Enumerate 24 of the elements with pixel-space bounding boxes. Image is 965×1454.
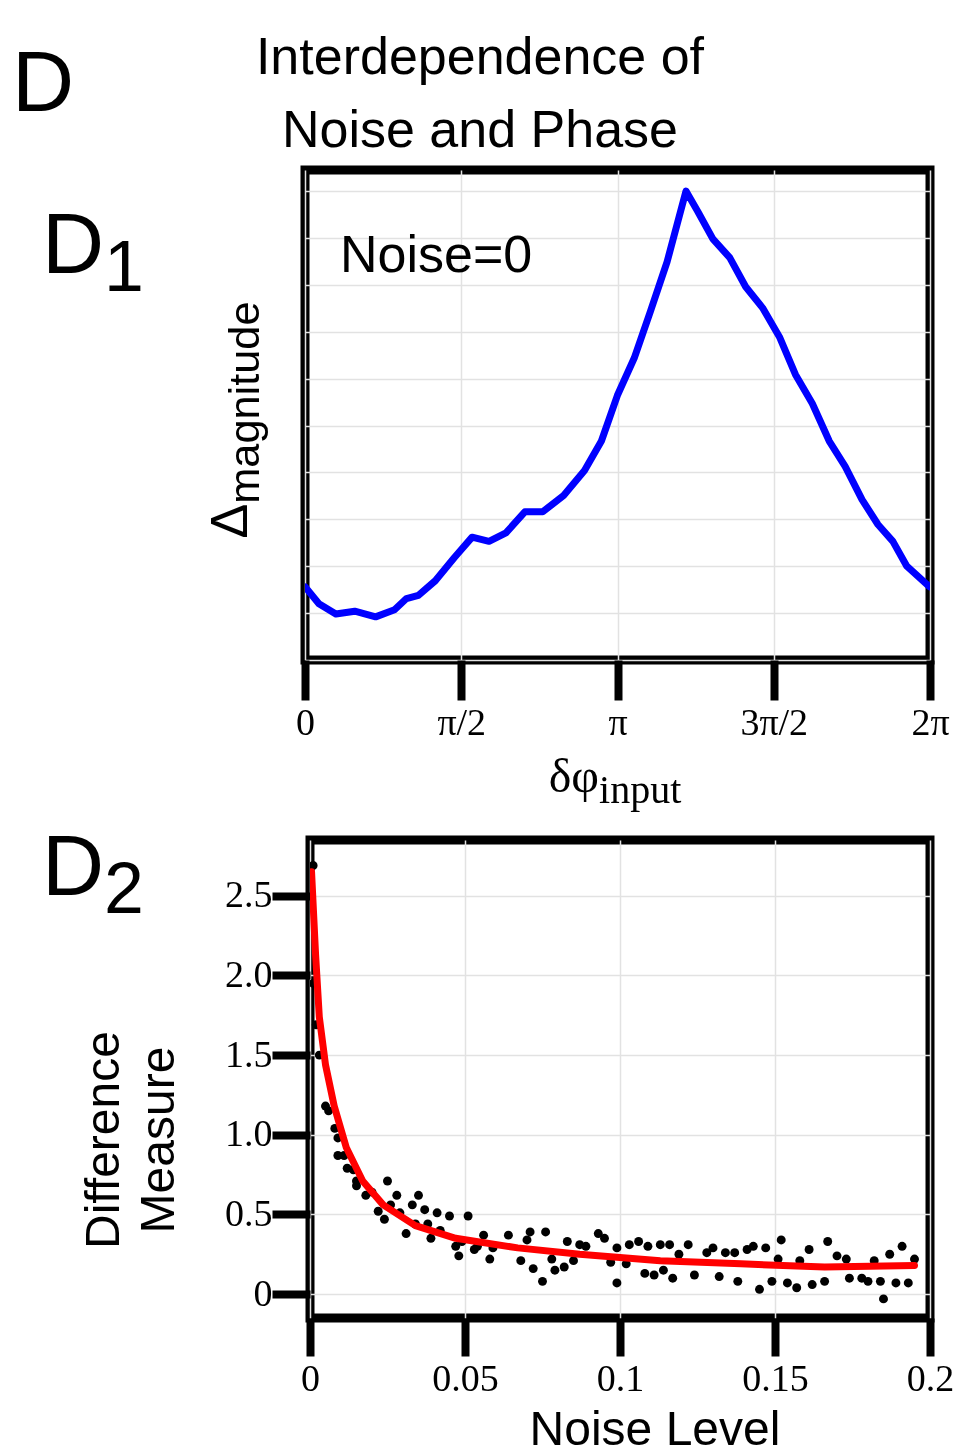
x-axis-title: δφ$_{input}$ — [548, 749, 682, 812]
y-axis-title: Difference Measure — [74, 1030, 185, 1251]
x-tick-label: 0.05 — [432, 1356, 499, 1399]
text: D — [12, 33, 75, 129]
x-axis-title: Noise Level — [529, 1402, 781, 1454]
y-tick-label: 1.5 — [225, 1032, 273, 1075]
x-tick-label: 2π — [911, 700, 950, 743]
y-tick-label: 1.0 — [225, 1112, 273, 1155]
x-tick-label: 0.1 — [596, 1356, 645, 1399]
text: D$_{1}$ — [42, 195, 144, 307]
x-tick-label: 0.2 — [906, 1356, 955, 1399]
y-tick-label: 2.0 — [225, 952, 273, 995]
annotation: Noise=0 — [340, 225, 533, 283]
x-tick-label: 0.15 — [742, 1356, 809, 1399]
y-tick-label: 2.5 — [225, 873, 273, 916]
x-tick-label: 0 — [301, 1356, 320, 1399]
x-tick-label: π — [608, 700, 628, 743]
x-tick-label: π/2 — [437, 700, 487, 743]
x-tick-label: 3π/2 — [740, 700, 809, 743]
y-tick-label: 0 — [253, 1271, 273, 1314]
x-tick-label: 0 — [296, 700, 315, 743]
chart-title: Interdependence of Noise and Phase — [254, 26, 706, 160]
y-tick-label: 0.5 — [225, 1191, 273, 1234]
text: D$_{2}$ — [42, 817, 144, 929]
